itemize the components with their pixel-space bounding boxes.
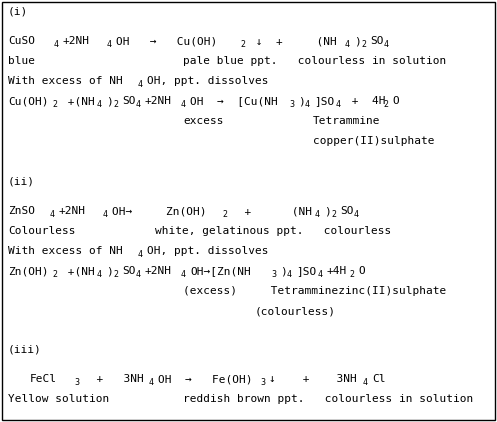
Text: OH, ppt. dissolves: OH, ppt. dissolves xyxy=(147,246,268,256)
Text: blue: blue xyxy=(8,56,35,66)
Text: 2: 2 xyxy=(349,270,354,279)
Text: 4: 4 xyxy=(305,100,310,109)
Text: ): ) xyxy=(354,36,361,46)
Text: 2: 2 xyxy=(240,40,245,49)
Text: SO: SO xyxy=(122,96,136,106)
Text: +(NH: +(NH xyxy=(61,266,95,276)
Text: 4: 4 xyxy=(97,100,102,109)
Text: 4: 4 xyxy=(136,100,141,109)
Text: With excess of NH: With excess of NH xyxy=(8,246,123,256)
Text: CuSO: CuSO xyxy=(8,36,35,46)
Text: 4: 4 xyxy=(138,250,143,259)
Text: ↓  +     (NH: ↓ + (NH xyxy=(249,36,337,46)
Text: reddish brown ppt.   colourless in solution: reddish brown ppt. colourless in solutio… xyxy=(183,394,473,404)
Text: copper(II)sulphate: copper(II)sulphate xyxy=(313,136,434,146)
Text: +      (NH: + (NH xyxy=(231,206,312,216)
Text: Zn(OH): Zn(OH) xyxy=(8,266,49,276)
Text: ): ) xyxy=(106,266,113,276)
Text: Yellow solution: Yellow solution xyxy=(8,394,109,404)
Text: OH  →   Fe(OH): OH → Fe(OH) xyxy=(158,374,252,384)
Text: 2: 2 xyxy=(113,100,118,109)
Text: (ii): (ii) xyxy=(8,176,35,186)
Text: pale blue ppt.   colourless in solution: pale blue ppt. colourless in solution xyxy=(183,56,446,66)
Text: OH→[Zn(NH: OH→[Zn(NH xyxy=(190,266,251,276)
Text: O: O xyxy=(392,96,399,106)
Text: 4: 4 xyxy=(50,210,55,219)
Text: 4: 4 xyxy=(97,270,102,279)
Text: 3: 3 xyxy=(260,378,265,387)
Text: SO: SO xyxy=(122,266,136,276)
Text: OH  →  [Cu(NH: OH → [Cu(NH xyxy=(190,96,278,106)
Text: 2: 2 xyxy=(331,210,336,219)
Text: OH, ppt. dissolves: OH, ppt. dissolves xyxy=(147,76,268,86)
Text: (i): (i) xyxy=(8,6,28,16)
Text: excess: excess xyxy=(183,116,224,126)
Text: white, gelatinous ppt.   colourless: white, gelatinous ppt. colourless xyxy=(155,226,391,236)
Text: +2NH: +2NH xyxy=(59,206,86,216)
Text: 4: 4 xyxy=(318,270,323,279)
Text: ]SO: ]SO xyxy=(296,266,316,276)
Text: (colourless): (colourless) xyxy=(255,306,336,316)
Text: (iii): (iii) xyxy=(8,344,42,354)
Text: ]SO: ]SO xyxy=(314,96,334,106)
Text: 2: 2 xyxy=(383,100,388,109)
Text: 4: 4 xyxy=(363,378,368,387)
Text: 4: 4 xyxy=(384,40,389,49)
Text: ): ) xyxy=(324,206,331,216)
Text: ↓    +    3NH: ↓ + 3NH xyxy=(269,374,357,384)
Text: 3: 3 xyxy=(289,100,294,109)
Text: 3: 3 xyxy=(74,378,79,387)
Text: With excess of NH: With excess of NH xyxy=(8,76,123,86)
Text: +2NH: +2NH xyxy=(63,36,90,46)
Text: 2: 2 xyxy=(52,100,57,109)
Text: Cl: Cl xyxy=(372,374,386,384)
Text: SO: SO xyxy=(370,36,384,46)
Text: 2: 2 xyxy=(222,210,227,219)
Text: ): ) xyxy=(280,266,287,276)
Text: 2: 2 xyxy=(52,270,57,279)
Text: 4: 4 xyxy=(136,270,141,279)
Text: 4: 4 xyxy=(107,40,112,49)
Text: FeCl: FeCl xyxy=(30,374,57,384)
Text: 4: 4 xyxy=(181,270,186,279)
Text: +2NH: +2NH xyxy=(145,266,172,276)
Text: 4: 4 xyxy=(103,210,108,219)
Text: 4: 4 xyxy=(138,80,143,89)
Text: ZnSO: ZnSO xyxy=(8,206,35,216)
Text: OH   →   Cu(OH): OH → Cu(OH) xyxy=(116,36,217,46)
Text: (excess)     Tetramminezinc(II)sulphate: (excess) Tetramminezinc(II)sulphate xyxy=(183,286,446,296)
Text: 2: 2 xyxy=(361,40,366,49)
Text: 4: 4 xyxy=(345,40,350,49)
Text: Tetrammine: Tetrammine xyxy=(313,116,381,126)
Text: Colourless: Colourless xyxy=(8,226,76,236)
Text: 4: 4 xyxy=(54,40,59,49)
Text: SO: SO xyxy=(340,206,353,216)
Text: 4: 4 xyxy=(336,100,341,109)
Text: 4: 4 xyxy=(287,270,292,279)
Text: OH→     Zn(OH): OH→ Zn(OH) xyxy=(112,206,206,216)
Text: +2NH: +2NH xyxy=(145,96,172,106)
Text: 4: 4 xyxy=(149,378,154,387)
Text: 4: 4 xyxy=(354,210,359,219)
Text: 4: 4 xyxy=(315,210,320,219)
Text: 3: 3 xyxy=(271,270,276,279)
Text: +4H: +4H xyxy=(327,266,347,276)
Text: ): ) xyxy=(298,96,305,106)
Text: 2: 2 xyxy=(113,270,118,279)
Text: +  4H: + 4H xyxy=(345,96,386,106)
Text: 4: 4 xyxy=(181,100,186,109)
Text: Cu(OH): Cu(OH) xyxy=(8,96,49,106)
Text: O: O xyxy=(358,266,365,276)
Text: +(NH: +(NH xyxy=(61,96,95,106)
Text: ): ) xyxy=(106,96,113,106)
Text: +   3NH: + 3NH xyxy=(83,374,144,384)
